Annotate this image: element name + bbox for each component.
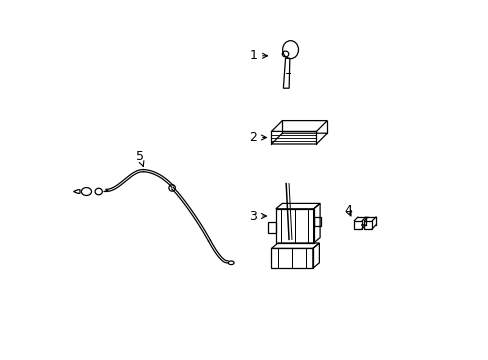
Text: 3: 3 <box>249 210 266 222</box>
Text: 4: 4 <box>344 204 352 217</box>
Text: 1: 1 <box>249 49 267 62</box>
Text: 2: 2 <box>249 131 266 144</box>
Text: 5: 5 <box>136 150 143 166</box>
